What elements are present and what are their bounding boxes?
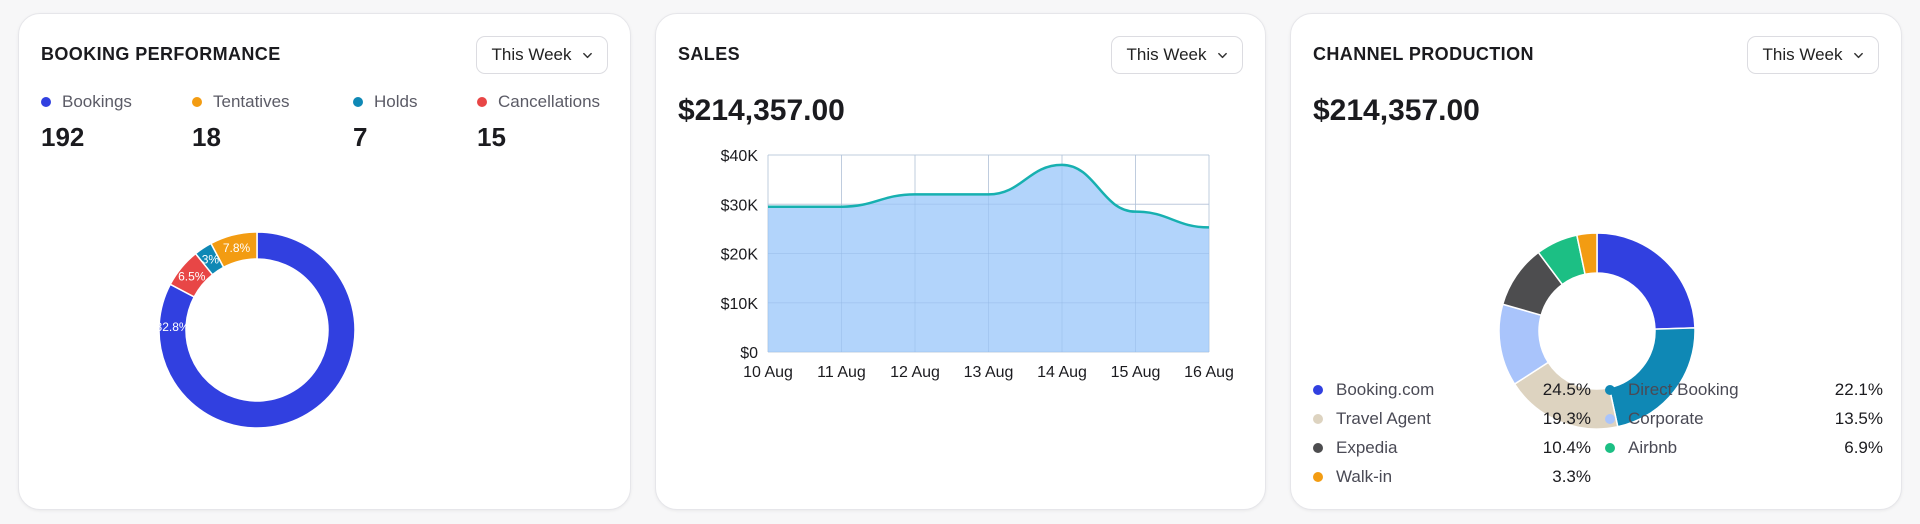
donut-slice-holds — [194, 242, 225, 276]
chevron-down-icon — [1853, 52, 1863, 58]
x-tick-label: 14 Aug — [1037, 364, 1087, 381]
stat-holds: Holds 7 — [353, 92, 417, 153]
legend-dot — [1313, 472, 1323, 482]
legend-item-corporate: Corporate 13.5% — [1605, 407, 1883, 431]
legend-dot — [1605, 443, 1615, 453]
legend-item-travel-agent: Travel Agent 19.3% — [1313, 407, 1591, 431]
donut-slice-tentatives — [209, 231, 258, 269]
bookings-dot — [41, 97, 51, 107]
legend-label: Travel Agent — [1336, 409, 1431, 428]
stat-cancellations: Cancellations 15 — [477, 92, 600, 153]
legend-item-booking-com: Booking.com 24.5% — [1313, 378, 1591, 402]
donut-slice-bookings — [158, 231, 356, 429]
legend-item-walk-in: Walk-in 3.3% — [1313, 465, 1591, 489]
donut-value-label: 82.8% — [156, 320, 190, 334]
donut-slice-cancellations — [169, 252, 214, 298]
sales-total: $214,357.00 — [678, 94, 845, 127]
channel-donut-chart — [1498, 232, 1696, 430]
x-tick-label: 13 Aug — [964, 364, 1014, 381]
booking-period-label: This Week — [491, 45, 572, 64]
donut-value-label: 3% — [202, 252, 220, 266]
donut-value-label: 7.8% — [223, 241, 251, 255]
y-tick-label: $0 — [740, 345, 758, 362]
y-tick-label: $20K — [721, 247, 759, 264]
legend-item-airbnb: Airbnb 6.9% — [1605, 436, 1883, 460]
tentatives-dot — [192, 97, 202, 107]
donut-slice-booking-com — [1596, 232, 1696, 330]
booking-donut-chart: 82.8% 7.8%3% 6.5% — [156, 231, 356, 429]
stat-label: Tentatives — [213, 92, 290, 111]
booking-performance-title: BOOKING PERFORMANCE — [41, 44, 281, 64]
legend-label: Walk-in — [1336, 467, 1393, 486]
sales-period-dropdown[interactable]: This Week — [1111, 36, 1243, 74]
x-tick-label: 12 Aug — [890, 364, 940, 381]
legend-dot — [1313, 414, 1323, 424]
stat-value: 192 — [41, 122, 85, 152]
legend-value: 19.3% — [1542, 409, 1591, 428]
chevron-down-icon — [1217, 52, 1227, 58]
legend-item-direct-booking: Direct Booking 22.1% — [1605, 378, 1883, 402]
sales-card: SALES This Week $214,357.00 $0 $10K $20K $3… — [655, 13, 1266, 510]
stat-tentatives: Tentatives 18 — [192, 92, 290, 153]
x-tick-label: 10 Aug — [743, 364, 793, 381]
legend-dot — [1313, 385, 1323, 395]
y-tick-label: $40K — [721, 148, 759, 165]
x-tick-label: 11 Aug — [817, 364, 866, 381]
legend-item-expedia: Expedia 10.4% — [1313, 436, 1591, 460]
legend-label: Corporate — [1628, 409, 1704, 428]
legend-label: Booking.com — [1336, 380, 1435, 399]
booking-period-dropdown[interactable]: This Week — [476, 36, 608, 74]
stat-value: 15 — [477, 122, 506, 152]
legend-label: Expedia — [1336, 438, 1398, 457]
legend-value: 22.1% — [1834, 380, 1883, 399]
cancellations-dot — [477, 97, 487, 107]
x-tick-label: 15 Aug — [1111, 364, 1161, 381]
booking-performance-card: BOOKING PERFORMANCE This Week Bookings 1… — [18, 13, 631, 510]
sales-area-fill — [768, 164, 1209, 352]
legend-dot — [1313, 443, 1323, 453]
y-tick-label: $10K — [721, 296, 759, 313]
chevron-down-icon — [582, 52, 592, 58]
stat-label: Holds — [374, 92, 418, 111]
stat-label: Bookings — [62, 92, 132, 111]
x-tick-label: 16 Aug — [1184, 364, 1234, 381]
donut-value-label: 6.5% — [178, 269, 206, 283]
channel-total: $214,357.00 — [1313, 94, 1480, 127]
sales-area-chart: $0 $10K $20K $30K $40K 10 Aug 11 Aug 12 Aug 13 A… — [721, 148, 1234, 381]
legend-dot — [1605, 385, 1615, 395]
stat-value: 7 — [353, 122, 368, 152]
stat-label: Cancellations — [498, 92, 601, 111]
channel-production-card: CHANNEL PRODUCTION This Week $214,357.00… — [1290, 13, 1902, 510]
y-tick-label: $30K — [721, 197, 759, 214]
legend-dot — [1605, 414, 1615, 424]
sales-period-label: This Week — [1126, 45, 1207, 64]
stat-value: 18 — [192, 122, 221, 152]
legend-label: Airbnb — [1628, 438, 1678, 457]
channel-period-dropdown[interactable]: This Week — [1747, 36, 1879, 74]
booking-stats: Bookings 192 Tentatives 18 Holds 7 Cance… — [41, 92, 621, 162]
channel-period-label: This Week — [1762, 45, 1843, 64]
channel-production-title: CHANNEL PRODUCTION — [1313, 44, 1534, 64]
legend-value: 10.4% — [1542, 438, 1591, 457]
legend-value: 6.9% — [1844, 438, 1883, 457]
sales-title: SALES — [678, 44, 741, 64]
donut-slice-walk-in — [1575, 232, 1598, 276]
legend-value: 3.3% — [1552, 467, 1591, 486]
legend-label: Direct Booking — [1628, 380, 1739, 399]
legend-value: 13.5% — [1834, 409, 1883, 428]
stat-bookings: Bookings 192 — [41, 92, 132, 153]
holds-dot — [353, 97, 363, 107]
legend-value: 24.5% — [1542, 380, 1591, 399]
